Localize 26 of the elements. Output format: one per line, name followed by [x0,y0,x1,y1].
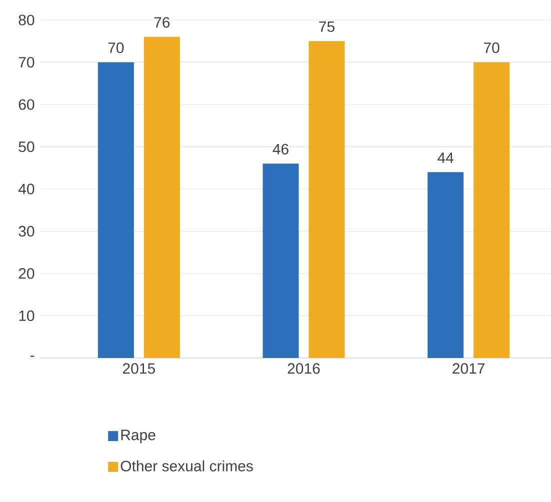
y-tick-label: 80 [18,14,34,26]
y-tick-label: 30 [18,226,34,237]
legend-label: Other sexual crimes [120,460,253,472]
bar [98,62,134,358]
y-tick-label: 10 [19,310,34,322]
bar [144,36,180,358]
y-tick-label: 50 [18,141,34,152]
x-tick-label: 2017 [452,363,485,374]
data-label: 75 [319,21,334,32]
data-label: 76 [154,17,170,28]
bar [262,164,299,358]
bar [474,62,510,358]
y-tick-label: 20 [18,268,34,279]
y-tick-label: 70 [18,56,34,68]
data-label: 46 [272,144,288,154]
y-tick-label: - [30,356,34,357]
bar [428,172,464,358]
data-label: 44 [438,152,454,163]
bar [308,41,345,358]
data-label: 70 [108,42,124,54]
y-tick-label: 60 [18,99,34,110]
x-tick-label: 2016 [288,363,320,374]
data-label: 70 [484,42,500,54]
legend-label: Rape [121,430,156,444]
y-tick-label: 40 [18,184,34,194]
x-tick-label: 2015 [122,363,155,374]
